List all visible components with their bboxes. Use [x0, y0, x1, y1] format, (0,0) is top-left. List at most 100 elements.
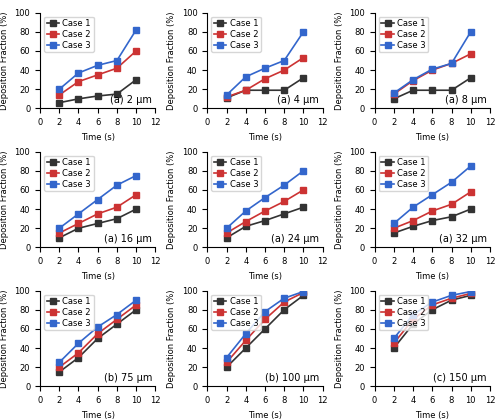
Case 1 [430, 88, 436, 93]
Case 1 [224, 365, 230, 370]
Case 3 [114, 312, 120, 317]
Case 3 [243, 208, 249, 213]
Case 2 [243, 219, 249, 224]
Case 1 [56, 235, 62, 240]
Case 1 [262, 218, 268, 223]
Case 2 [133, 48, 139, 53]
Case 3 [94, 325, 100, 330]
Line: Case 1: Case 1 [391, 75, 473, 102]
Case 1 [114, 322, 120, 327]
Case 2 [391, 226, 397, 231]
X-axis label: Time (s): Time (s) [80, 411, 114, 420]
Case 1 [224, 95, 230, 100]
Case 2 [114, 66, 120, 71]
Line: Case 1: Case 1 [56, 206, 139, 241]
Case 2 [262, 208, 268, 213]
Case 2 [114, 205, 120, 210]
Case 2 [391, 92, 397, 97]
Case 3 [448, 61, 454, 66]
Text: (a) 4 μm: (a) 4 μm [278, 94, 319, 105]
Case 3 [430, 67, 436, 72]
Case 2 [243, 338, 249, 343]
Case 3 [262, 66, 268, 71]
Line: Case 3: Case 3 [391, 29, 473, 96]
X-axis label: Time (s): Time (s) [80, 133, 114, 142]
Legend: Case 1, Case 2, Case 3: Case 1, Case 2, Case 3 [44, 295, 94, 330]
Case 2 [224, 94, 230, 100]
Case 2 [94, 72, 100, 77]
Y-axis label: Deposition Fraction (%): Deposition Fraction (%) [0, 150, 9, 249]
Y-axis label: Deposition Fraction (%): Deposition Fraction (%) [0, 289, 9, 388]
Line: Case 3: Case 3 [224, 29, 306, 98]
Case 3 [468, 289, 474, 294]
Case 1 [243, 88, 249, 93]
Case 2 [468, 291, 474, 296]
Case 3 [300, 289, 306, 294]
Case 1 [300, 293, 306, 298]
Text: (a) 2 μm: (a) 2 μm [110, 94, 152, 105]
Text: (b) 75 μm: (b) 75 μm [104, 373, 152, 383]
Text: (a) 32 μm: (a) 32 μm [438, 234, 486, 244]
Case 1 [114, 216, 120, 221]
Case 2 [410, 78, 416, 83]
Case 3 [448, 293, 454, 298]
Line: Case 1: Case 1 [391, 206, 473, 236]
Case 2 [76, 350, 82, 355]
Case 3 [243, 331, 249, 336]
Case 1 [468, 75, 474, 80]
Case 2 [448, 296, 454, 301]
X-axis label: Time (s): Time (s) [416, 272, 450, 281]
Legend: Case 1, Case 2, Case 3: Case 1, Case 2, Case 3 [44, 17, 94, 52]
Line: Case 3: Case 3 [56, 297, 139, 365]
Case 1 [391, 346, 397, 351]
Case 2 [468, 189, 474, 194]
Case 3 [76, 71, 82, 76]
Case 2 [94, 331, 100, 336]
Case 2 [281, 68, 287, 73]
X-axis label: Time (s): Time (s) [248, 133, 282, 142]
Case 1 [243, 224, 249, 229]
Case 2 [300, 290, 306, 295]
Legend: Case 1, Case 2, Case 3: Case 1, Case 2, Case 3 [379, 17, 428, 52]
Line: Case 3: Case 3 [224, 289, 306, 360]
Case 2 [281, 199, 287, 204]
Case 2 [56, 365, 62, 370]
Case 3 [430, 192, 436, 197]
Line: Case 2: Case 2 [391, 291, 473, 346]
Case 1 [281, 307, 287, 312]
Case 3 [410, 77, 416, 82]
Text: (a) 8 μm: (a) 8 μm [445, 94, 486, 105]
Case 3 [300, 29, 306, 34]
Case 2 [410, 317, 416, 322]
Line: Case 1: Case 1 [224, 75, 306, 101]
Case 1 [243, 346, 249, 351]
Case 1 [133, 207, 139, 212]
Case 2 [224, 231, 230, 236]
Case 1 [391, 231, 397, 236]
Line: Case 1: Case 1 [56, 77, 139, 105]
Line: Case 1: Case 1 [391, 293, 473, 351]
Case 1 [410, 224, 416, 229]
Case 3 [224, 226, 230, 231]
Case 3 [391, 91, 397, 96]
Case 3 [56, 87, 62, 92]
Text: (a) 24 μm: (a) 24 μm [271, 234, 319, 244]
Case 3 [448, 180, 454, 185]
Case 3 [391, 221, 397, 226]
Case 2 [281, 299, 287, 304]
Case 1 [410, 322, 416, 327]
Case 2 [243, 88, 249, 93]
Case 2 [262, 76, 268, 81]
X-axis label: Time (s): Time (s) [416, 411, 450, 420]
Case 3 [300, 168, 306, 173]
Line: Case 2: Case 2 [391, 189, 473, 231]
Legend: Case 1, Case 2, Case 3: Case 1, Case 2, Case 3 [212, 295, 261, 330]
Case 1 [224, 235, 230, 240]
Line: Case 1: Case 1 [224, 205, 306, 241]
Case 2 [224, 360, 230, 365]
Case 2 [76, 79, 82, 84]
Case 3 [410, 205, 416, 210]
Case 3 [468, 29, 474, 34]
Case 1 [391, 96, 397, 101]
Case 3 [391, 336, 397, 341]
